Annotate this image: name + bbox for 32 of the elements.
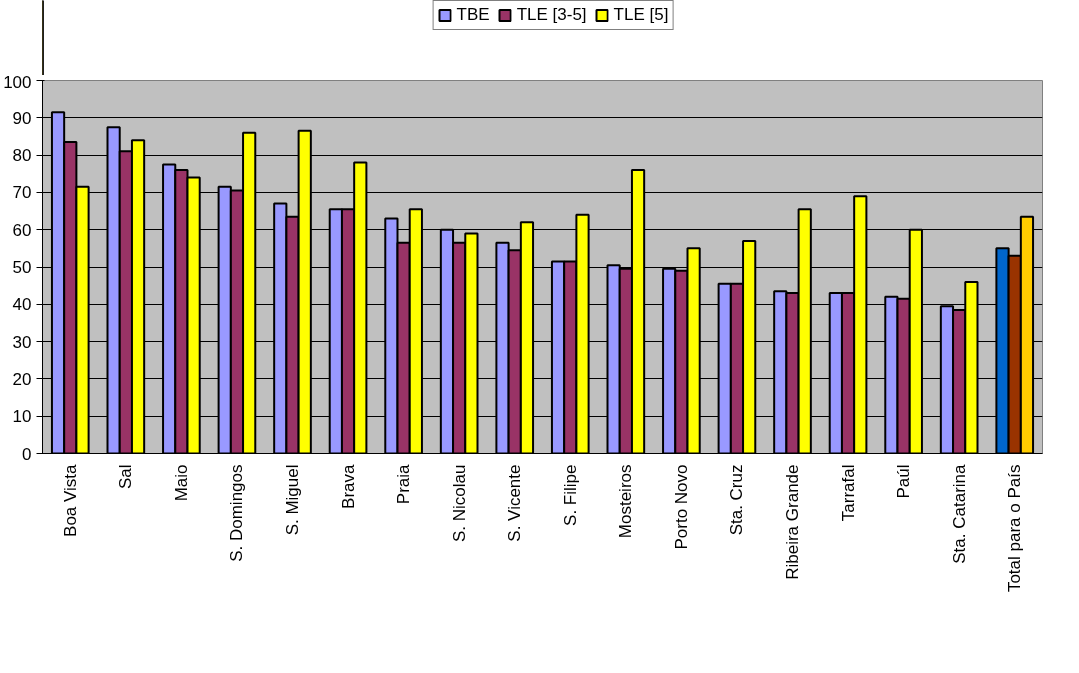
x-tick-label: S. Miguel — [283, 464, 302, 536]
y-tick-label: 10 — [12, 407, 32, 427]
x-tick-label: Mosteiros — [616, 464, 636, 539]
y-tick-label: 50 — [12, 258, 32, 277]
y-tick-label: 20 — [12, 369, 32, 389]
y-tick-label: 0 — [22, 444, 32, 464]
y-tick-label: 80 — [12, 146, 32, 166]
x-tick-label: Tarrafal — [838, 464, 858, 522]
y-tick-label: 60 — [12, 220, 32, 240]
x-tick-label: Paúl — [894, 464, 914, 499]
y-tick-label: 100 — [3, 72, 32, 92]
y-tick-label: 70 — [12, 183, 32, 203]
x-tick-label: Sta. Cruz — [727, 464, 747, 536]
x-tick-label: S. Nicolau — [449, 464, 469, 542]
x-tick-label: Sal — [116, 464, 136, 490]
x-tick-label: S. Vicente — [505, 464, 525, 542]
x-tick-label: Ribeira Grande — [783, 464, 802, 580]
legend-label: TLE [5] — [613, 5, 669, 25]
x-tick-label: S. Filipe — [560, 464, 580, 526]
y-tick-label: 90 — [12, 108, 32, 128]
x-tick-label: Brava — [338, 463, 358, 509]
x-tick-label: Porto Novo — [671, 464, 691, 550]
x-tick-label: Total para o País — [1005, 464, 1025, 593]
x-tick-label: Sta. Catarina — [949, 463, 969, 564]
y-tick-label: 30 — [12, 332, 32, 352]
x-tick-label: Maio — [171, 464, 191, 502]
x-tick-label: S. Domingos — [227, 464, 247, 562]
x-tick-label: Boa Vista — [60, 463, 80, 537]
x-tick-label: Praia — [394, 463, 414, 505]
y-tick-label: 40 — [12, 295, 32, 315]
legend-label: TBE — [456, 5, 490, 25]
legend-label: TLE [3-5] — [516, 5, 587, 25]
